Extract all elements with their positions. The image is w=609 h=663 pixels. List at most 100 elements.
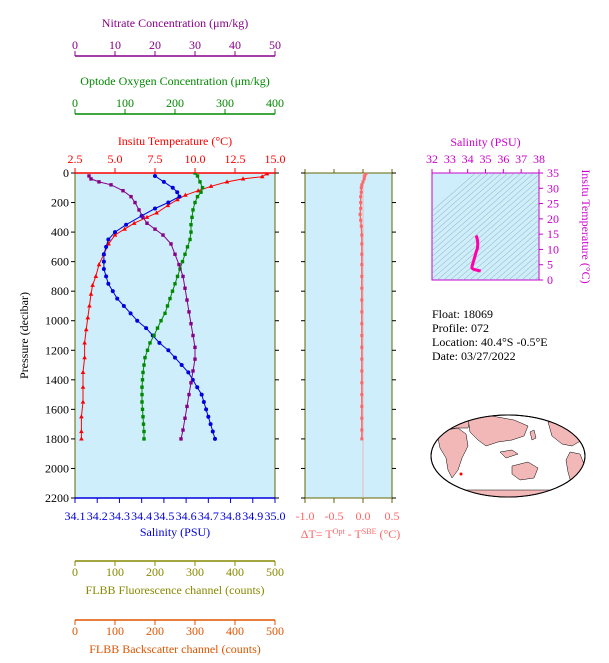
delta-t-point [360,242,364,246]
salinity-point [166,348,171,353]
salinity-point [170,185,175,190]
oxygen-point [155,326,160,330]
float-position-marker [459,472,463,476]
oxygen-axis-label: Optode Oxygen Concentration (μm/kg) [80,74,269,88]
world-map [430,414,586,498]
salinity-tick-label: 34.4 [131,509,152,523]
oxygen-point [189,223,193,227]
temperature-point [264,173,270,176]
salinity-axis: 34.1 34.2 34.3 34.4 34.5 34.6 34.7 34.8 34.9 35.0… [65,497,286,539]
salinity-tick-label: 34.8 [220,509,241,523]
temperature-point [240,176,246,181]
temperature-point [112,232,118,237]
ts-temperature-tick-label: 30 [547,181,559,195]
oxygen-point [142,429,146,434]
density-contour [462,213,539,280]
pressure-tick-label: 2000 [45,461,69,475]
oxygen-point [183,252,187,256]
oxygen-point [189,230,193,234]
density-contour [482,230,539,280]
profile-date: Date: 03/27/2022 [432,349,516,363]
delta-t-axis: -1.0 -0.5 0.0 0.5 ΔT= TOpt - TSBE (°C) [296,169,401,542]
oxygen-point [199,190,203,194]
ts-temperature-tick-label: 35 [547,166,559,180]
oxygen-tick-label: 200 [166,96,184,110]
oxygen-tick-label: 300 [216,96,234,110]
temperature-point [87,303,92,308]
temperature-point [259,174,265,179]
profile-series [79,173,270,441]
delta-t-tick-label: -0.5 [325,509,344,523]
ts-salinity-tick-label: 35 [480,152,492,166]
density-contour [527,270,539,280]
oxygen-point [148,341,152,345]
oxygen-point [140,385,144,389]
oxygen-tick-label: 0 [72,96,78,110]
density-contour [432,173,496,229]
salinity-point [115,296,120,301]
salinity-point [186,370,191,375]
delta-t-point [360,416,364,420]
salinity-axis-label: Salinity (PSU) [140,525,210,539]
density-contour [432,173,509,240]
oxygen-point [142,363,146,367]
ts-salinity-tick-label: 36 [497,152,509,166]
nitrate-tick-label: 0 [72,38,78,52]
delta-t-point [360,357,364,361]
ts-temperature-tick-label: 0 [547,273,553,287]
oxygen-point [165,304,170,308]
fluorescence-tick-label: 100 [106,565,124,579]
nitrate-point [189,321,193,326]
nitrate-point [181,274,185,279]
salinity-tick-label: 34.6 [176,509,197,523]
temperature-point [131,220,137,225]
nitrate-point [177,262,181,267]
salinity-point [199,392,204,397]
density-contour [456,208,539,280]
delta-t-point [360,404,364,408]
delta-t-point [363,174,367,178]
oxygen-point [195,174,200,178]
pressure-tick-label: 1400 [45,373,69,387]
temperature-point [93,273,99,279]
nitrate-point [161,233,165,237]
ts-line [470,234,482,273]
delta-t-point [360,437,364,441]
delta-t-axis-label: ΔT= TOpt - TSBE (°C) [301,527,401,542]
density-contour [514,259,539,280]
pressure-tick-label: 1800 [45,432,69,446]
delta-t-point [362,177,366,181]
delta-t-point [360,428,364,432]
temperature-point [79,414,84,419]
delta-t-point [360,183,364,187]
nitrate-point [183,286,187,290]
ts-salinity-tick-label: 33 [444,152,456,166]
temperature-point [79,429,84,434]
temperature-point [175,197,180,202]
oxygen-point [168,296,172,301]
salinity-tick-label: 34.1 [65,509,86,523]
pressure-tick-label: 0 [63,166,69,180]
salinity-point [121,303,126,308]
pressure-tick-label: 1200 [45,343,69,357]
salinity-point [153,173,157,178]
ts-salinity-tick-label: 38 [533,152,545,166]
backscatter-tick-label: 400 [226,624,244,638]
salinity-point [110,289,115,294]
delta-t-point [364,173,368,176]
salinity-point [104,274,109,279]
density-contour [488,236,539,280]
delta-t-point [359,201,363,205]
oxygen-point [142,437,146,441]
nitrate-point [181,428,185,432]
density-contour [534,275,539,280]
salinity-tick-label: 34.9 [242,509,263,523]
nitrate-point [189,381,193,385]
salinity-point [128,311,133,316]
temperature-point [224,179,230,184]
oxygen-point [198,180,202,184]
nitrate-point [193,345,197,350]
density-contour [432,179,539,274]
ts-salinity-tick-label: 37 [515,152,527,166]
delta-t-point [359,190,363,194]
